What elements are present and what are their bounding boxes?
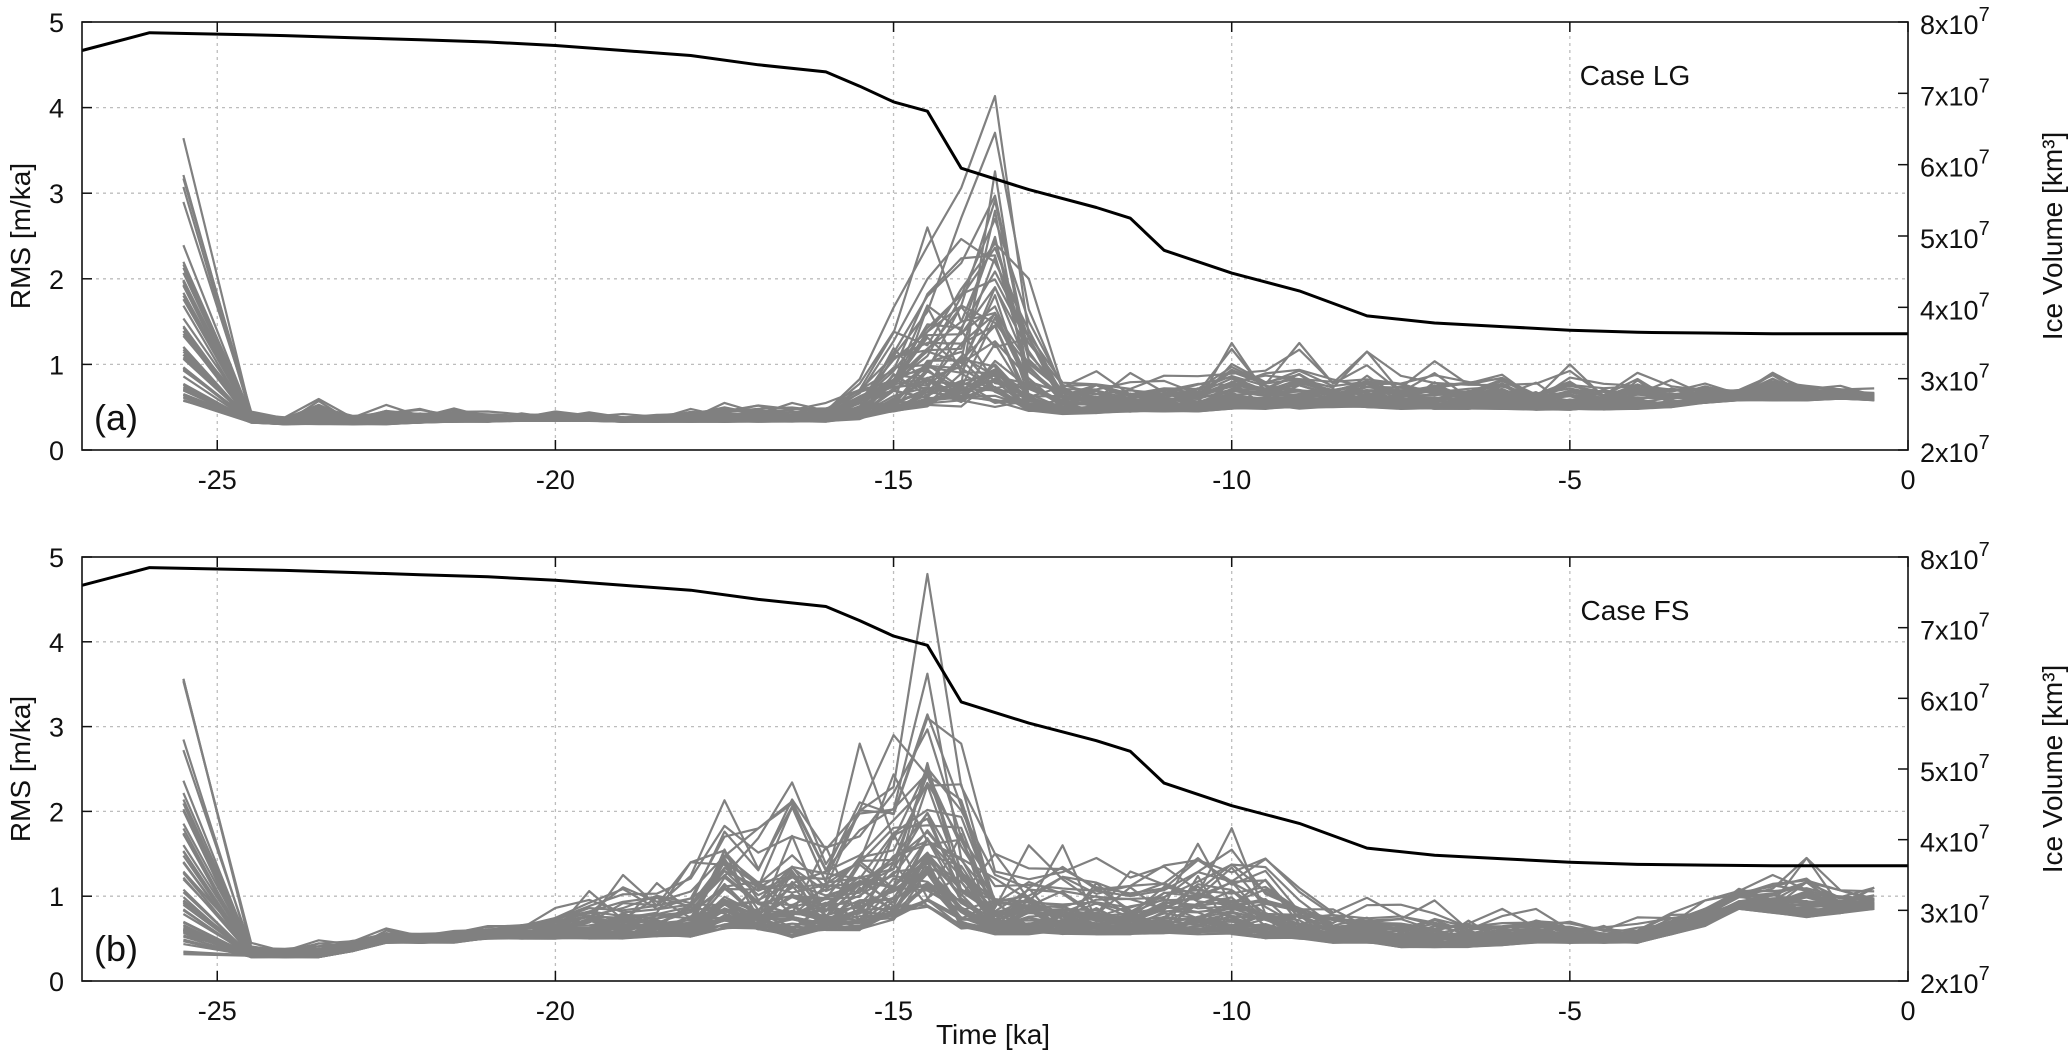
tick-exponent: 7 <box>1979 680 1990 702</box>
tick-mantissa: 6x10 <box>1920 153 1979 183</box>
tick-exponent: 7 <box>1979 147 1990 169</box>
ensemble-line <box>182 242 1875 421</box>
tick-exponent: 7 <box>1979 4 1990 26</box>
ensemble-line <box>182 186 1875 422</box>
case-label: Case FS <box>1581 595 1690 626</box>
y-right-tick-label: 6x107 <box>1920 680 1990 716</box>
y-left-tick-label: 2 <box>49 265 64 295</box>
x-tick-label: -15 <box>874 465 913 495</box>
x-tick-label: -15 <box>874 996 913 1026</box>
tick-mantissa: 4x10 <box>1920 295 1979 325</box>
tick-mantissa: 3x10 <box>1920 898 1979 928</box>
y-left-axis-title: RMS [m/ka] <box>5 163 36 309</box>
tick-mantissa: 5x10 <box>1920 224 1979 254</box>
y-right-tick-label: 2x107 <box>1920 432 1990 468</box>
tick-exponent: 7 <box>1979 892 1990 914</box>
x-tick-label: 0 <box>1900 465 1915 495</box>
tick-mantissa: 8x10 <box>1920 545 1979 575</box>
y-left-tick-label: 4 <box>49 94 64 124</box>
x-tick-label: -5 <box>1558 996 1582 1026</box>
tick-mantissa: 5x10 <box>1920 757 1979 787</box>
y-right-axis-title: Ice Volume [km³] <box>2037 665 2068 874</box>
y-right-tick-label: 5x107 <box>1920 218 1990 254</box>
tick-mantissa: 3x10 <box>1920 367 1979 397</box>
tick-exponent: 7 <box>1979 75 1990 97</box>
y-left-tick-label: 0 <box>49 436 64 466</box>
tick-exponent: 7 <box>1979 539 1990 561</box>
y-left-axis-title: RMS [m/ka] <box>5 696 36 842</box>
tick-mantissa: 8x10 <box>1920 10 1979 40</box>
y-left-tick-label: 4 <box>49 628 64 658</box>
tick-mantissa: 2x10 <box>1920 438 1979 468</box>
y-left-tick-label: 3 <box>49 713 64 743</box>
y-left-tick-label: 3 <box>49 179 64 209</box>
tick-exponent: 7 <box>1979 218 1990 240</box>
y-right-tick-label: 5x107 <box>1920 751 1990 787</box>
tick-exponent: 7 <box>1979 432 1990 454</box>
panel-label: (a) <box>94 397 138 438</box>
ensemble-line <box>182 311 1875 424</box>
x-tick-label: -10 <box>1212 996 1251 1026</box>
y-right-tick-label: 7x107 <box>1920 75 1990 111</box>
x-tick-label: -10 <box>1212 465 1251 495</box>
y-left-tick-label: 5 <box>49 8 64 38</box>
tick-mantissa: 7x10 <box>1920 616 1979 646</box>
ensemble-line <box>182 369 1875 425</box>
ice-volume-line <box>81 566 1908 868</box>
ensemble-line <box>182 811 1875 957</box>
panel-label: (b) <box>94 928 138 969</box>
case-label: Case LG <box>1580 60 1691 91</box>
tick-mantissa: 4x10 <box>1920 828 1979 858</box>
y-right-tick-label: 4x107 <box>1920 822 1990 858</box>
y-left-tick-label: 5 <box>49 543 64 573</box>
x-tick-label: -20 <box>536 465 575 495</box>
y-left-tick-label: 0 <box>49 967 64 997</box>
tick-exponent: 7 <box>1979 610 1990 632</box>
y-right-axis-title: Ice Volume [km³] <box>2037 132 2068 341</box>
y-left-tick-label: 1 <box>49 350 64 380</box>
y-right-tick-label: 4x107 <box>1920 289 1990 325</box>
ensemble-line <box>182 867 1875 959</box>
tick-exponent: 7 <box>1979 822 1990 844</box>
y-right-tick-label: 2x107 <box>1920 963 1990 999</box>
tick-exponent: 7 <box>1979 361 1990 383</box>
y-right-tick-label: 3x107 <box>1920 892 1990 928</box>
tick-mantissa: 6x10 <box>1920 686 1979 716</box>
y-right-tick-label: 8x107 <box>1920 539 1990 575</box>
y-left-tick-label: 1 <box>49 882 64 912</box>
ice-volume-line <box>81 31 1908 336</box>
y-right-tick-label: 8x107 <box>1920 4 1990 40</box>
panel-a: -25 -20 -15 -10 -5 00123452x1073x1074x1075x10… <box>5 4 2068 495</box>
tick-exponent: 7 <box>1979 963 1990 985</box>
x-tick-label: -25 <box>198 996 237 1026</box>
x-tick-label: 0 <box>1900 996 1915 1026</box>
y-right-tick-label: 3x107 <box>1920 361 1990 397</box>
panel-b: -25 -20 -15 -10 -5 00123452x1073x1074x1075x10… <box>5 539 2068 1026</box>
ensemble-line <box>182 174 1875 421</box>
ensemble-line <box>182 728 1875 952</box>
x-tick-label: -5 <box>1558 465 1582 495</box>
x-tick-label: -25 <box>198 465 237 495</box>
tick-mantissa: 7x10 <box>1920 81 1979 111</box>
y-right-tick-label: 6x107 <box>1920 147 1990 183</box>
tick-exponent: 7 <box>1979 751 1990 773</box>
x-axis-title: Time [ka] <box>936 1019 1050 1050</box>
x-tick-label: -20 <box>536 996 575 1026</box>
panels-group: -25 -20 -15 -10 -5 00123452x1073x1074x1075x10… <box>5 4 2068 1026</box>
y-left-tick-label: 2 <box>49 797 64 827</box>
y-right-tick-label: 7x107 <box>1920 610 1990 646</box>
tick-mantissa: 2x10 <box>1920 969 1979 999</box>
tick-exponent: 7 <box>1979 289 1990 311</box>
